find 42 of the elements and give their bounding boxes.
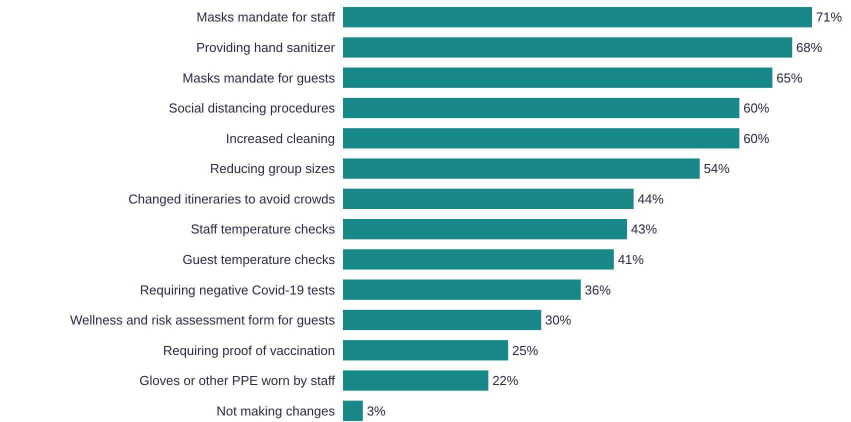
data-label: 3% [366,403,386,418]
data-label: 22% [492,373,519,388]
bar [343,218,628,240]
y-tick-label: Increased cleaning [226,130,335,146]
data-label: 71% [816,10,842,25]
bar [343,400,363,421]
bar [343,158,700,179]
data-label: 43% [631,222,658,237]
data-label: 60% [743,130,770,146]
bar [343,128,740,148]
bar [343,7,812,28]
y-tick-label: Wellness and risk assessment form for guests [70,312,336,328]
y-tick-label: Not making changes [216,403,336,418]
bar [343,249,614,270]
bar [343,37,792,58]
data-label: 54% [704,161,730,176]
data-label: 41% [618,252,644,267]
data-label: 65% [776,70,803,86]
y-tick-label: Requiring proof of vaccination [163,342,335,358]
y-tick-label: Masks mandate for staff [196,10,336,25]
data-label: 25% [512,342,539,358]
bar [343,370,488,391]
y-tick-label: Reducing group sizes [210,161,336,176]
bar [343,188,634,210]
y-tick-label: Social distancing procedures [168,100,336,116]
bar [343,280,581,300]
data-label: 60% [743,100,770,116]
bar [343,310,542,330]
y-tick-label: Changed itineraries to avoid crowds [128,191,336,206]
y-tick-label: Providing hand sanitizer [196,40,336,56]
data-label: 68% [796,40,823,56]
y-tick-label: Guest temperature checks [182,252,336,267]
data-label: 36% [584,282,612,298]
bar [343,98,740,118]
y-tick-label: Requiring negative Covid-19 tests [140,282,336,298]
bar [343,68,772,88]
y-tick-label: Staff temperature checks [190,222,336,237]
data-label: 44% [638,191,664,206]
y-tick-label: Gloves or other PPE worn by staff [139,373,336,388]
bar [343,340,508,360]
y-tick-label: Masks mandate for guests [182,70,336,86]
data-label: 30% [545,312,572,328]
